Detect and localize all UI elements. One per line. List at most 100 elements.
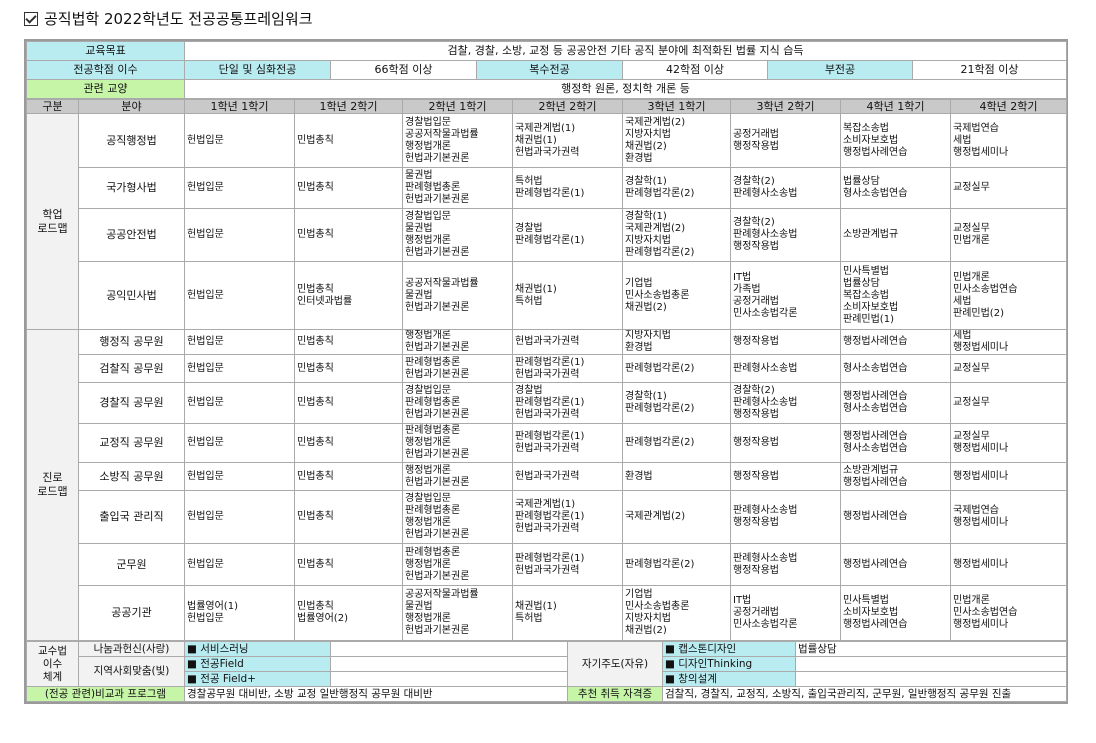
field-name: 행정직 공무원 (78, 329, 185, 355)
course-cell: 국제관계법(1) 채권법(1) 헌법과국가권력 (512, 113, 623, 168)
course-cell: IT법 공정거래법 민사소송법각론 (730, 585, 841, 641)
course-cell: 판례형법각론(1) 헌법과국가권력 (512, 423, 623, 463)
course-cell: 행정작용법 (730, 329, 841, 355)
framework-table: 교육목표 검찰, 경찰, 소방, 교정 등 공공안전 기타 공직 분야에 최적화… (24, 39, 1068, 704)
page-title-text: 공직법학 2022학년도 전공공통프레임워크 (44, 10, 313, 28)
course-cell: 헌법입문 (184, 208, 295, 262)
curriculum-row: 경찰직 공무원 헌법입문 민법총칙 경찰법입문 판례형법총론 헌법과기본권론 경찰법 판… (27, 382, 1067, 424)
column-header: 구분 (26, 99, 79, 114)
column-header: 분야 (78, 99, 185, 114)
field-name: 소방직 공무원 (78, 462, 185, 491)
course-cell: 경찰법입문 공공저작물과법률 행정법개론 헌법과기본권론 (402, 113, 513, 168)
liberal-row: 관련 교양 행정학 원론, 정치학 개론 등 (26, 79, 1068, 99)
credits-row: 전공학점 이수 단일 및 심화전공 66학점 이상 복수전공 42학점 이상 부… (26, 60, 1068, 80)
course-cell: 법률상담 형사소송법연습 (840, 167, 951, 209)
course-cell: 민법총칙 (294, 490, 403, 544)
course-cell: 판례형법각론(2) (622, 423, 731, 463)
course-cell: 판례형법각론(1) 헌법과국가권력 (512, 354, 623, 383)
curriculum-row: 공익민사법 헌법입문 민법총칙 인터넷과법률 공공저작물과법률 물권법 헌법과기본권론… (27, 261, 1067, 330)
course-cell: 판례형법총론 행정법개론 헌법과기본권론 (402, 543, 513, 586)
major-field-value (330, 656, 568, 672)
course-cell: 행정작용법 (730, 462, 841, 491)
column-header: 3학년 1학기 (622, 99, 731, 114)
course-cell: 헌법과국가권력 (512, 329, 623, 355)
course-cell: 공정거래법 행정작용법 (730, 113, 841, 168)
course-cell: 행정작용법 (730, 423, 841, 463)
course-cell: 채권법(1) 특허법 (512, 261, 623, 330)
course-cell: 판례형사소송법 행정작용법 (730, 490, 841, 544)
liberal-text: 행정학 원론, 정치학 개론 등 (183, 79, 1068, 99)
single-major-value: 66학점 이상 (330, 60, 477, 80)
field-name: 국가형사법 (78, 167, 185, 209)
course-cell: 공공저작물과법률 물권법 헌법과기본권론 (402, 261, 513, 330)
course-cell: 판례형법총론 행정법개론 헌법과기본권론 (402, 423, 513, 463)
field-name: 교정직 공무원 (78, 423, 185, 463)
course-cell: 헌법입문 (184, 543, 295, 586)
course-cell: 경찰학(2) 판례형사소송법 (730, 167, 841, 209)
teaching-table: 교수법 이수 체계 나눔과헌신(사랑) ■ 서비스러닝 자기주도(자유) ■ 캡… (26, 641, 1067, 702)
course-cell: 판례형사소송법 행정작용법 (730, 543, 841, 586)
course-cell: 헌법입문 (184, 382, 295, 424)
creative-design-value (795, 671, 1067, 687)
course-cell: 경찰학(1) 판례형법각론(2) (622, 167, 731, 209)
course-cell: 민법개론 민사소송법연습 행정법세미나 (950, 585, 1067, 641)
minor-value: 21학점 이상 (911, 60, 1068, 80)
course-cell: 행정법사례연습 (840, 329, 951, 355)
regional-label: 지역사회맞춤(빛) (78, 656, 185, 687)
goal-row: 교육목표 검찰, 경찰, 소방, 교정 등 공공안전 기타 공직 분야에 최적화… (26, 41, 1068, 61)
course-cell: 법률영어(1) 헌법입문 (184, 585, 295, 641)
extracurricular-text: 경찰공무원 대비반, 소방 교정 일반행정직 공무원 대비반 (184, 686, 568, 702)
course-cell: 세법 행정법세미나 (950, 329, 1067, 355)
field-name: 군무원 (78, 543, 185, 586)
column-header: 2학년 2학기 (512, 99, 623, 114)
course-cell: 국제관계법(1) 판례형법각론(1) 헌법과국가권력 (512, 490, 623, 544)
course-cell: 헌법입문 (184, 354, 295, 383)
double-major-label: 복수전공 (476, 60, 623, 80)
course-cell: 경찰법입문 판례형법총론 헌법과기본권론 (402, 382, 513, 424)
header-row: 구분 분야 1학년 1학기 1학년 2학기 2학년 1학기 2학년 2학기 3학년 1학기 3… (26, 99, 1067, 114)
group-label: 학업 로드맵 (26, 113, 79, 330)
course-cell: 판례형사소송법 (730, 354, 841, 383)
single-major-label: 단일 및 심화전공 (184, 60, 331, 80)
course-cell: 헌법입문 (184, 329, 295, 355)
teaching-row-1: 교수법 이수 체계 나눔과헌신(사랑) ■ 서비스러닝 자기주도(자유) ■ 캡… (26, 641, 1067, 687)
summary-table: 교육목표 검찰, 경찰, 소방, 교정 등 공공안전 기타 공직 분야에 최적화… (26, 41, 1068, 99)
credits-label: 전공학점 이수 (26, 60, 185, 80)
course-cell: 형사소송법연습 (840, 354, 951, 383)
course-cell: 경찰학(1) 국제관계법(2) 지방자치법 판례형법각론(2) (622, 208, 731, 262)
course-cell: 국제법연습 세법 행정법세미나 (950, 113, 1067, 168)
field-name: 공직행정법 (78, 113, 185, 168)
course-cell: 행정법개론 헌법과기본권론 (402, 329, 513, 355)
course-cell: 교정실무 (950, 167, 1067, 209)
major-field: ■ 전공Field (184, 656, 331, 672)
course-cell: 물권법 판례형법총론 헌법과기본권론 (402, 167, 513, 209)
self-directed-label: 자기주도(자유) (567, 641, 663, 687)
course-cell: 채권법(1) 특허법 (512, 585, 623, 641)
course-cell: 헌법입문 (184, 423, 295, 463)
course-cell: 소방관계법규 (840, 208, 951, 262)
course-cell: 민법총칙 (294, 208, 403, 262)
liberal-label: 관련 교양 (26, 79, 185, 99)
course-cell: 기업법 민사소송법총론 채권법(2) (622, 261, 731, 330)
course-cell: 민법총칙 인터넷과법률 (294, 261, 403, 330)
curriculum-row: 교정직 공무원 헌법입문 민법총칙 판례형법총론 행정법개론 헌법과기본권론 판례형법각… (27, 423, 1067, 463)
curriculum-row: 진로 로드맵 행정직 공무원 헌법입문 민법총칙 행정법개론 헌법과기본권론 헌법과국가권… (26, 329, 1067, 641)
capstone-design: ■ 캡스톤디자인 (662, 641, 796, 657)
course-cell: 민법총칙 (294, 423, 403, 463)
course-cell: 경찰법입문 판례형법총론 행정법개론 헌법과기본권론 (402, 490, 513, 544)
certificates-text: 검찰직, 경찰직, 교정직, 소방직, 출입국관리직, 군무원, 일반행정직 공… (662, 686, 1067, 702)
course-cell: 기업법 민사소송법총론 지방자치법 채권법(2) (622, 585, 731, 641)
goal-label: 교육목표 (26, 41, 185, 61)
goal-text: 검찰, 경찰, 소방, 교정 등 공공안전 기타 공직 분야에 최적화된 법률 … (183, 41, 1068, 61)
major-field-plus: ■ 전공 Field+ (184, 671, 331, 687)
course-cell: IT법 가족법 공정거래법 민사소송법각론 (730, 261, 841, 330)
course-cell: 민사특별법 소비자보호법 행정법사례연습 (840, 585, 951, 641)
extracurricular-row: (전공 관련)비교과 프로그램 경찰공무원 대비반, 소방 교정 일반행정직 공… (26, 686, 1067, 702)
course-cell: 교정실무 (950, 354, 1067, 383)
course-cell: 민법총칙 (294, 329, 403, 355)
field-name: 공공기관 (78, 585, 185, 641)
creative-design: ■ 창의설계 (662, 671, 796, 687)
course-cell: 국제관계법(2) (622, 490, 731, 544)
curriculum-row: 검찰직 공무원 헌법입문 민법총칙 판례형법총론 헌법과기본권론 판례형법각론(1) 헌… (27, 354, 1067, 383)
service-learning-value (330, 641, 568, 657)
